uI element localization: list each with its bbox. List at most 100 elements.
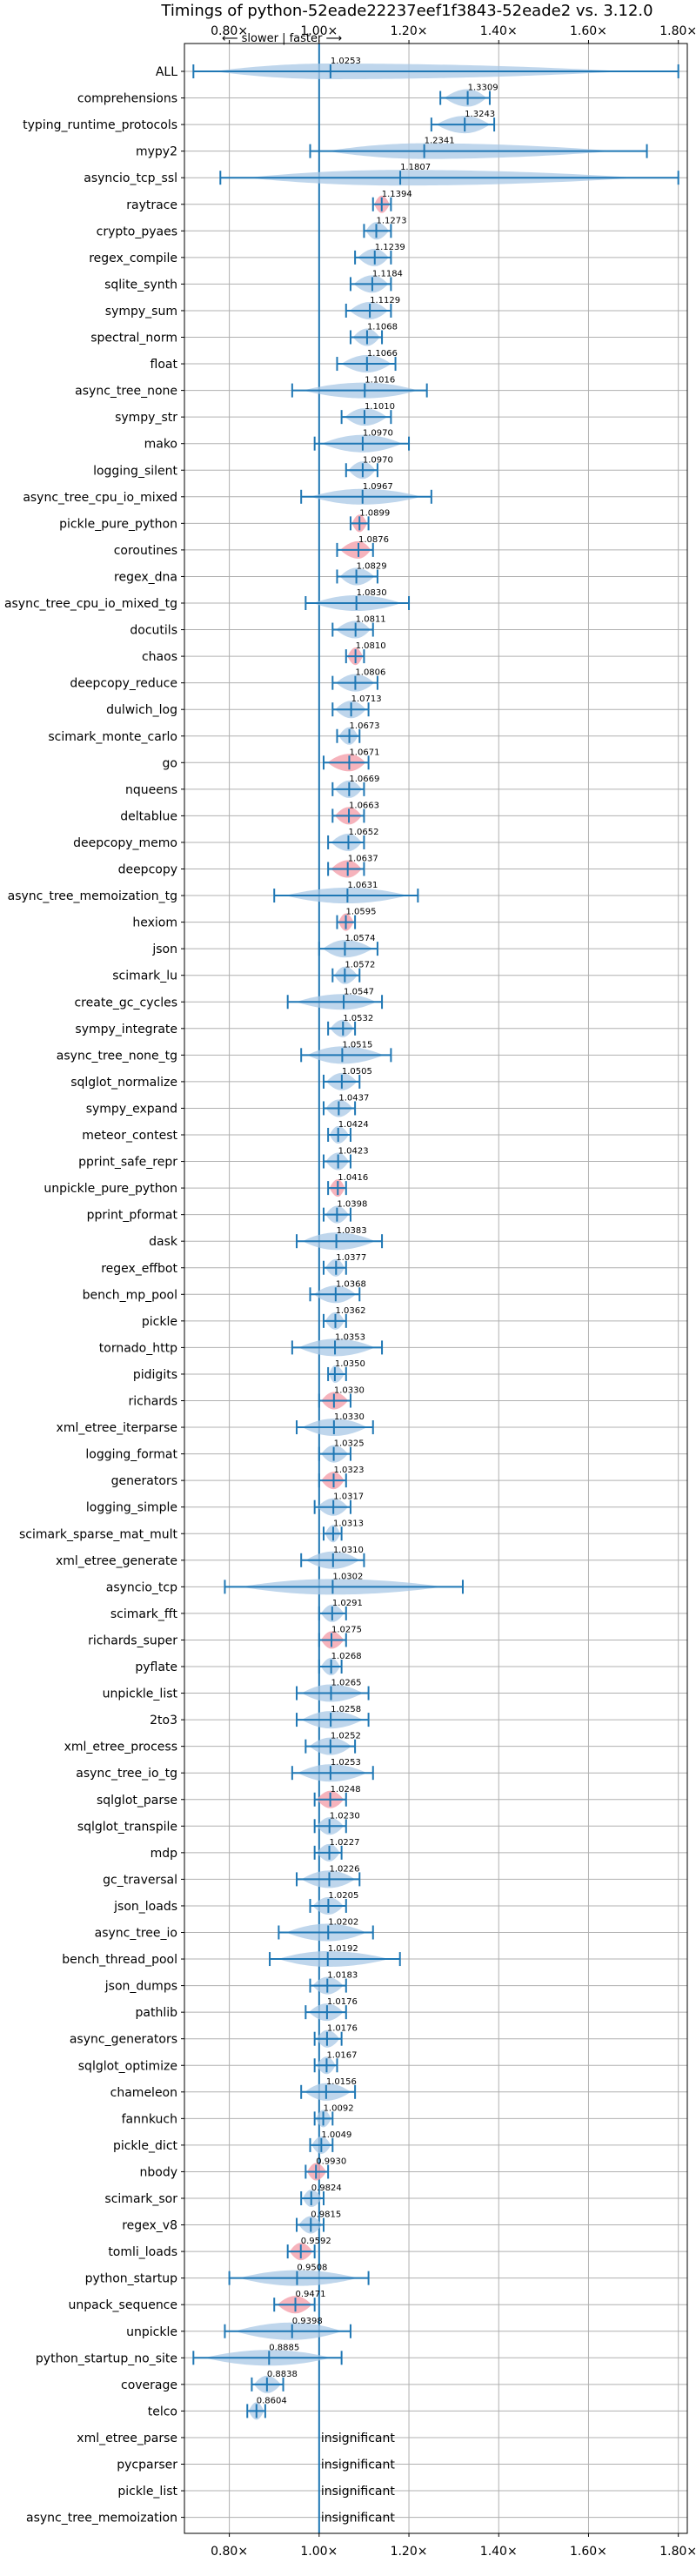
benchmark-label: logging_format [85, 1448, 177, 1462]
value-label: 1.0899 [359, 508, 390, 518]
benchmark-row: pickle_pure_python 1.0899 [59, 508, 390, 533]
benchmark-label: scimark_monte_carlo [48, 730, 177, 744]
benchmark-row: xml_etree_parse insignificant [77, 2432, 395, 2445]
value-label: 0.8604 [257, 2396, 287, 2405]
value-label: 1.0830 [357, 588, 387, 598]
value-label: 1.1016 [365, 376, 395, 386]
value-label: 1.0350 [335, 1359, 365, 1369]
benchmark-label: unpickle_pure_python [44, 1182, 177, 1196]
value-label: 1.0167 [326, 2050, 357, 2060]
value-label: 1.0092 [324, 2103, 354, 2113]
benchmark-label: coverage [121, 2378, 177, 2392]
benchmark-label: regex_effbot [101, 1262, 177, 1276]
benchmark-row: coverage 0.8838 [121, 2370, 298, 2393]
benchmark-label: pycparser [117, 2459, 177, 2472]
benchmark-row: sqlite_synth 1.1184 [104, 269, 403, 293]
value-label: 1.0669 [349, 775, 379, 784]
value-label: 0.9824 [311, 2184, 342, 2193]
benchmark-label: docutils [130, 624, 177, 638]
benchmark-label: asyncio_tcp [106, 1580, 177, 1594]
value-label: 1.0876 [358, 535, 389, 545]
benchmark-row: regex_effbot 1.0377 [101, 1253, 366, 1277]
benchmark-label: xml_etree_parse [77, 2432, 177, 2445]
value-label: 1.0574 [345, 934, 375, 943]
value-label: 1.2341 [425, 137, 455, 146]
value-label: 1.0323 [333, 1466, 364, 1475]
value-label: 1.0353 [335, 1332, 365, 1342]
benchmark-label: regex_compile [89, 252, 177, 265]
benchmark-row: asyncio_tcp 1.0302 [106, 1572, 464, 1595]
benchmark-label: async_tree_memoization [26, 2512, 177, 2526]
benchmark-label: regex_dna [114, 570, 177, 584]
benchmark-row: bench_thread_pool 1.0192 [62, 1944, 401, 1968]
benchmark-row: async_tree_cpu_io_mixed 1.0967 [23, 482, 432, 505]
benchmark-label: xml_etree_process [64, 1741, 177, 1754]
value-label: 1.0970 [363, 429, 393, 439]
value-label: 1.0368 [336, 1279, 366, 1289]
benchmark-row: pickle_list insignificant [117, 2485, 395, 2499]
value-label: 1.0317 [333, 1493, 364, 1502]
benchmark-row: asyncio_tcp_ssl 1.1807 [84, 163, 679, 186]
value-label: 1.0183 [327, 1971, 358, 1981]
value-label: 1.0176 [327, 2024, 358, 2034]
benchmark-label: meteor_contest [82, 1129, 177, 1143]
value-label: 1.0313 [333, 1519, 364, 1528]
benchmark-label: raytrace [126, 198, 177, 212]
benchmark-label: deepcopy_reduce [70, 677, 177, 691]
benchmark-label: xml_etree_iterparse [57, 1421, 177, 1435]
value-label: 1.0806 [355, 668, 385, 678]
insignificant-label: insignificant [321, 2459, 396, 2472]
benchmark-label: telco [148, 2405, 177, 2418]
value-label: 1.0192 [328, 1944, 358, 1954]
benchmark-label: sympy_str [115, 411, 177, 425]
benchmark-label: sqlglot_transpile [77, 1820, 177, 1834]
benchmark-label: scimark_sor [104, 2192, 177, 2206]
benchmark-row: mypy2 1.2341 [136, 137, 648, 159]
direction-hint: ⟵ slower | faster ⟶ [222, 32, 342, 45]
benchmark-row: dask 1.0383 [149, 1226, 384, 1251]
benchmark-row: pprint_pformat 1.0398 [87, 1200, 367, 1224]
benchmark-row: fannkuch 1.0092 [122, 2103, 354, 2128]
value-label: 1.0253 [331, 1758, 361, 1768]
benchmark-row: json_loads 1.0205 [113, 1891, 358, 1915]
value-label: 1.0227 [330, 1838, 360, 1848]
value-label: 1.0532 [343, 1014, 373, 1023]
benchmark-label: sympy_sum [105, 305, 177, 319]
value-label: 1.1807 [400, 163, 431, 172]
benchmark-row: gc_traversal 1.0226 [103, 1864, 361, 1888]
benchmark-row: scimark_fft 1.0291 [110, 1599, 363, 1622]
benchmark-label: async_tree_none [75, 385, 177, 399]
benchmark-row: bench_mp_pool 1.0368 [83, 1279, 366, 1304]
value-label: 1.0637 [348, 855, 378, 864]
value-label: 1.0505 [342, 1067, 372, 1077]
benchmark-row: sqlglot_normalize 1.0505 [70, 1067, 372, 1090]
benchmark-label: pprint_safe_repr [78, 1156, 177, 1170]
benchmark-label: scimark_fft [110, 1607, 178, 1621]
value-label: 1.0652 [348, 828, 378, 837]
benchmark-label: spectral_norm [90, 332, 177, 345]
value-label: 1.0302 [332, 1572, 363, 1581]
benchmark-label: async_tree_cpu_io_mixed_tg [4, 597, 177, 611]
value-label: 1.0248 [331, 1785, 361, 1794]
benchmark-row: sqlglot_optimize 1.0167 [78, 2050, 357, 2075]
benchmark-label: mypy2 [136, 145, 177, 159]
benchmark-row: typing_runtime_protocols 1.3243 [23, 110, 495, 134]
benchmark-label: regex_v8 [122, 2219, 177, 2233]
benchmark-row: 2to3 1.0258 [150, 1705, 370, 1729]
benchmark-label: logging_silent [93, 464, 177, 478]
value-label: 1.0810 [356, 641, 386, 651]
benchmark-label: async_tree_io_tg [76, 1767, 177, 1781]
value-label: 1.3309 [468, 84, 499, 93]
benchmark-row: scimark_sparse_mat_mult 1.0313 [19, 1519, 364, 1543]
x-tick-label-top: 1.60× [570, 24, 607, 38]
benchmark-row: pathlib 1.0176 [136, 1997, 358, 2022]
value-label: 0.9815 [311, 2210, 341, 2220]
benchmark-row: raytrace 1.1394 [126, 190, 412, 213]
benchmark-row: mdp 1.0227 [151, 1838, 360, 1862]
value-label: 1.0156 [326, 2077, 357, 2087]
benchmark-row: deepcopy 1.0637 [118, 855, 378, 878]
value-label: 1.0663 [349, 801, 379, 810]
value-label: 1.0258 [331, 1705, 361, 1714]
value-label: 0.9930 [316, 2157, 346, 2166]
